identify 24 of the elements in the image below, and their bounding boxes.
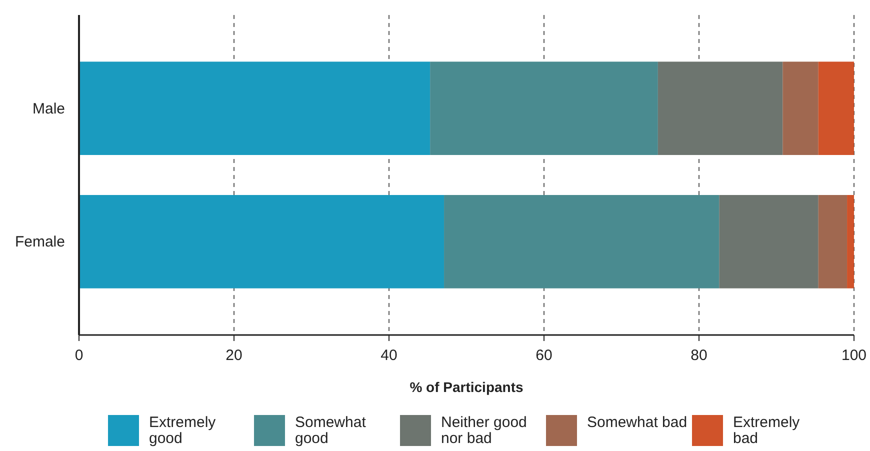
bar xyxy=(79,62,430,155)
legend-label: Extremely bad xyxy=(733,414,800,447)
x-tick-label: 0 xyxy=(74,347,84,364)
x-tick-label: 60 xyxy=(536,347,552,364)
legend-label: Neither good nor bad xyxy=(441,414,527,447)
x-tick-label: 100 xyxy=(841,347,867,364)
bar xyxy=(658,62,783,155)
bar xyxy=(818,62,854,155)
bar xyxy=(847,195,854,288)
y-tick-label: Female xyxy=(14,234,65,251)
x-axis-title: % of Participants xyxy=(410,379,524,395)
legend-label: Extremely good xyxy=(149,414,216,447)
bar xyxy=(782,62,818,155)
legend-label: Somewhat bad xyxy=(587,414,688,431)
bar xyxy=(719,195,818,288)
y-tick-label: Male xyxy=(32,100,65,118)
legend-label: Somewhat good xyxy=(295,414,367,447)
bar xyxy=(444,195,720,288)
bar xyxy=(818,195,848,288)
bar xyxy=(79,195,444,288)
x-tick-label: 20 xyxy=(226,347,242,364)
x-tick-label: 40 xyxy=(380,347,398,364)
x-tick-label: 80 xyxy=(690,347,708,364)
bar xyxy=(430,62,658,155)
